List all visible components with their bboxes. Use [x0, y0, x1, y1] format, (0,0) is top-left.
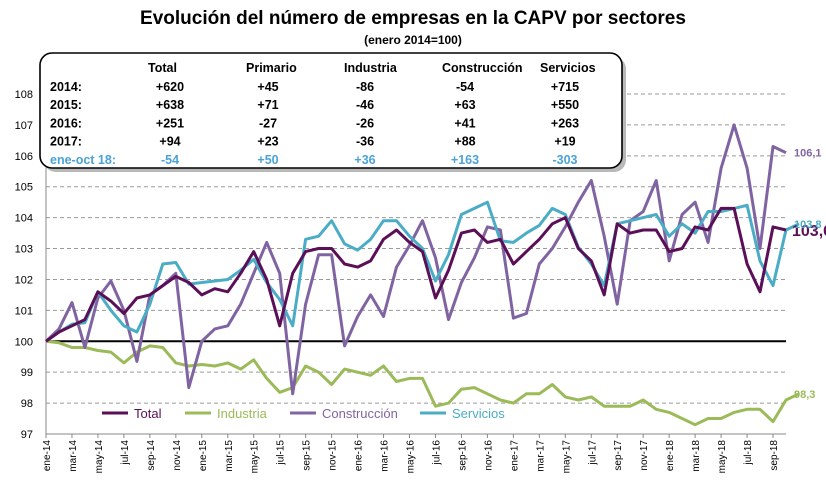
end-label: 103,8 [794, 219, 822, 231]
y-tick-label: 105 [15, 182, 33, 194]
y-tick-label: 108 [15, 89, 33, 101]
table-header: Industria [344, 61, 398, 75]
x-tick-label: nov-17 [639, 440, 650, 471]
series-lines [44, 123, 800, 427]
end-label: 106,1 [794, 148, 822, 160]
table-cell: +41 [454, 116, 475, 130]
x-tick-label: nov-15 [328, 440, 339, 471]
x-tick-label: may-18 [717, 440, 728, 474]
table-cell: -27 [259, 116, 277, 130]
x-tick-label: jul-18 [743, 440, 754, 466]
x-tick-label: sep-14 [146, 440, 157, 471]
x-tick-label: ene-15 [198, 440, 209, 472]
table-header: Servicios [540, 61, 596, 75]
table-cell: +23 [257, 135, 278, 149]
table-header: Primario [246, 61, 297, 75]
x-tick-label: ene-16 [354, 440, 365, 472]
table-cell: +94 [159, 135, 180, 149]
table-cell: -26 [356, 116, 374, 130]
y-tick-label: 103 [15, 244, 33, 256]
table-cell: +263 [551, 116, 579, 130]
x-tick-label: mar-14 [68, 440, 79, 472]
x-tick-label: ene-17 [509, 440, 520, 472]
y-tick-label: 97 [21, 429, 33, 441]
legend: Total Industria Construcción Servicios [102, 406, 505, 421]
chart-subtitle: (enero 2014=100) [364, 33, 462, 47]
table-cell: -54 [161, 153, 179, 167]
x-tick-label: nov-16 [483, 440, 494, 471]
x-tick-label: sep-16 [457, 440, 468, 471]
series-line-servicios [45, 200, 800, 343]
end-label: 98,3 [794, 389, 815, 401]
y-tick-label: 106 [15, 151, 33, 163]
table-cell: +50 [257, 153, 278, 167]
table-header: Total [148, 61, 177, 75]
table-cell: +88 [454, 135, 475, 149]
x-tick-label: may-17 [561, 440, 572, 474]
table-cell: -303 [552, 153, 577, 167]
table-cell: +36 [354, 153, 375, 167]
y-axis: 97 98 99 100 101 102 103 104 105 106 107 108 [15, 89, 786, 441]
x-tick-label: may-14 [94, 440, 105, 474]
summary-table: Total Primario Industria Construcción Servic… [39, 52, 626, 172]
x-tick-label: may-16 [406, 440, 417, 474]
end-label: 103,6 [792, 223, 826, 240]
table-cell: -36 [356, 135, 374, 149]
table-row-label: 2014: [50, 80, 82, 94]
y-tick-label: 98 [21, 398, 33, 410]
x-tick-label: mar-15 [224, 440, 235, 472]
chart-title: Evolución del número de empresas en la C… [140, 8, 686, 29]
table-row-label: 2017: [50, 135, 82, 149]
legend-label: Servicios [452, 406, 505, 421]
x-tick-label: sep-18 [769, 440, 780, 471]
x-tick-label: jul-15 [276, 440, 287, 466]
table-cell: +19 [554, 135, 575, 149]
table-header: Construcción [442, 61, 523, 75]
table-cell: +63 [454, 98, 475, 112]
legend-label: Total [134, 406, 162, 421]
x-tick-label: sep-15 [302, 440, 313, 471]
x-tick-label: mar-18 [691, 440, 702, 472]
x-tick-label: ene-18 [665, 440, 676, 472]
table-row-label: 2016: [50, 116, 82, 130]
x-tick-label: mar-16 [380, 440, 391, 472]
table-cell: -54 [456, 80, 474, 94]
x-tick-label: sep-17 [613, 440, 624, 471]
y-tick-label: 104 [15, 213, 33, 225]
x-tick-label: jul-14 [120, 440, 131, 466]
series-line-total [45, 206, 787, 343]
table-cell: +620 [156, 80, 184, 94]
series-line-industria [45, 339, 800, 427]
y-tick-label: 102 [15, 274, 33, 286]
table-cell: +45 [257, 80, 278, 94]
y-tick-label: 100 [15, 336, 33, 348]
table-cell: -46 [356, 98, 374, 112]
legend-label: Industria [217, 406, 268, 421]
x-tick-label: jul-16 [431, 440, 442, 466]
x-tick-label: may-15 [250, 440, 261, 474]
table-cell: +71 [257, 98, 278, 112]
table-row-label: ene-oct 18: [50, 153, 116, 167]
x-tick-label: nov-14 [172, 440, 183, 471]
table-box [39, 52, 623, 169]
x-tick-label: jul-17 [587, 440, 598, 466]
table-cell: +550 [551, 98, 579, 112]
y-tick-label: 107 [15, 120, 33, 132]
table-cell: +163 [451, 153, 479, 167]
y-tick-label: 101 [15, 305, 33, 317]
y-tick-label: 99 [21, 367, 33, 379]
legend-label: Construcción [322, 406, 398, 421]
x-axis: ene-14 mar-14 may-14 jul-14 sep-14 nov-14 ene-… [42, 434, 780, 473]
table-cell: +715 [551, 80, 579, 94]
table-row-label: 2015: [50, 98, 82, 112]
end-labels: 103,6 98,3 106,1 103,8 [792, 148, 826, 401]
table-cell: +638 [156, 98, 184, 112]
table-cell: -86 [356, 80, 374, 94]
table-cell: +251 [156, 116, 184, 130]
x-tick-label: mar-17 [535, 440, 546, 472]
x-tick-label: ene-14 [42, 440, 53, 472]
